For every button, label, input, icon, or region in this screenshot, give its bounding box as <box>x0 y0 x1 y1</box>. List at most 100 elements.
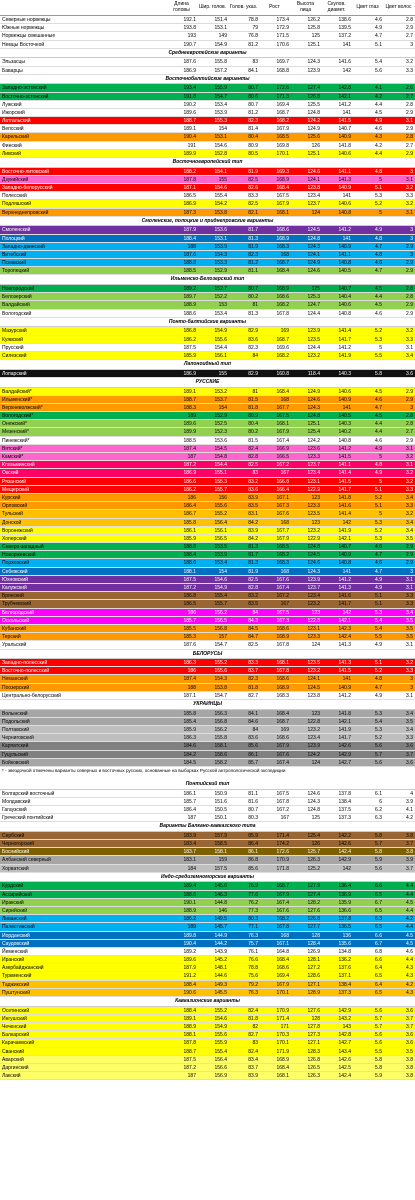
cell-value: 141.3 <box>338 660 351 667</box>
row-label: Восточно-литовский <box>2 168 49 175</box>
section-title: Кавказионские варианты <box>0 997 415 1007</box>
cell-value: 127.9 <box>307 883 320 890</box>
cell-value: 128 <box>311 1015 320 1022</box>
row-label: Хорватский <box>2 865 29 872</box>
cell-value: 167.9 <box>276 535 289 542</box>
row-label: Ильменский* <box>2 396 33 403</box>
column-header-row: Длина головы Шир. голов. Голов. указ. Рост В… <box>0 0 415 16</box>
cell-value: 4.7 <box>375 568 382 575</box>
cell-value: 83.9 <box>248 527 258 534</box>
cell-value: 187 <box>187 1073 196 1080</box>
cell-value: 5.5 <box>375 634 382 641</box>
cell-value: 156.2 <box>214 727 227 733</box>
cell-value: 159 <box>218 857 227 864</box>
cell-value: 154.7 <box>214 642 227 649</box>
cell-value: 3.1 <box>406 445 413 452</box>
cell-value: 4.6 <box>375 396 382 403</box>
cell-value: 4 <box>410 790 413 797</box>
cell-value: 125 <box>311 286 320 293</box>
cell-value: 173.4 <box>276 17 289 23</box>
cell-value: 81.3 <box>248 235 258 242</box>
cell-value: 188 <box>187 684 196 691</box>
cell-value: 137.8 <box>338 790 351 797</box>
cell-value: 5 <box>379 344 382 351</box>
row-label: Таджикский <box>2 981 30 988</box>
cell-value: 142 <box>342 865 351 872</box>
data-row: Боснийский 183.7 158.1 86.1 172.6 125.7 142.4 5… <box>0 848 415 857</box>
cell-value: 187.2 <box>183 585 196 591</box>
cell-value: 5.4 <box>375 59 382 66</box>
cell-value: 189 <box>187 413 196 420</box>
data-row: Воронежский 186.1 156.1 83.9 167.7 123.2 141.9… <box>0 526 415 535</box>
cell-value: 188.8 <box>183 260 196 267</box>
cell-value: 127.1 <box>307 981 320 988</box>
cell-value: 140.8 <box>338 209 351 216</box>
data-row: Вепсский 189.1 154 81.4 167.9 124.9 140.7 4.6 2.… <box>0 125 415 134</box>
cell-value: 3.7 <box>406 1015 413 1022</box>
cell-value: 150.5 <box>214 806 227 813</box>
cell-value: 153.5 <box>214 544 227 551</box>
cell-value: 169.7 <box>276 59 289 66</box>
cell-value: 3 <box>410 676 413 683</box>
row-label: Уральский <box>2 642 27 649</box>
cell-value: 3.3 <box>406 735 413 742</box>
cell-value: 126.8 <box>307 916 320 923</box>
cell-value: 168.9 <box>276 1056 289 1063</box>
cell-value: 5.7 <box>375 1015 382 1022</box>
cell-value: 168 <box>280 396 289 403</box>
cell-value: 155.8 <box>214 735 227 742</box>
cell-value: 123.3 <box>307 503 320 510</box>
cell-value: 6.4 <box>375 965 382 972</box>
cell-value: 86.1 <box>248 849 258 856</box>
cell-value: 5.3 <box>375 535 382 542</box>
cell-value: 141.7 <box>338 486 351 493</box>
cell-value: 124.2 <box>307 751 320 758</box>
cell-value: 149.5 <box>214 916 227 923</box>
cell-value: 3.7 <box>406 841 413 848</box>
row-label: Лакский <box>2 1073 21 1080</box>
cell-value: 141.2 <box>338 576 351 583</box>
cell-value: 156.8 <box>214 718 227 725</box>
data-row: Вятский* 187.4 154.5 82.4 166.9 123.6 141.2 4.9… <box>0 444 415 453</box>
cell-value: 4.9 <box>375 445 382 452</box>
cell-value: 186.8 <box>183 593 196 600</box>
cell-value: 124.5 <box>307 684 320 691</box>
cell-value: 154 <box>218 126 227 133</box>
cell-value: 152.2 <box>214 294 227 301</box>
cell-value: 190.6 <box>183 989 196 996</box>
cell-value: 154.8 <box>214 454 227 460</box>
cell-value: 138.6 <box>338 17 351 23</box>
cell-value: 3.8 <box>406 1064 413 1071</box>
cell-value: 185.4 <box>183 718 196 725</box>
row-label: Прусский <box>2 344 24 351</box>
cell-value: 124.6 <box>307 268 320 275</box>
cell-value: 155.9 <box>214 1040 227 1047</box>
cell-value: 84.1 <box>248 67 258 74</box>
data-row: Карачаевский 187.8 155.9 83 170.1 127.1 142.7 5… <box>0 1039 415 1048</box>
cell-value: 142.9 <box>338 857 351 864</box>
cell-value: 4.7 <box>375 268 382 275</box>
cell-value: 127.6 <box>307 1007 320 1014</box>
cell-value: 171.9 <box>276 1048 289 1055</box>
data-row: Курский 186 156 83.9 167.1 123 141.8 5.2 3.4 <box>0 493 415 503</box>
data-row: Новоржевский 188.4 153.9 81.7 168.2 124.5 140.… <box>0 551 415 560</box>
cell-value: 157.9 <box>214 832 227 839</box>
cell-value: 4.9 <box>375 470 382 477</box>
cell-value: 5.4 <box>375 718 382 725</box>
cell-value: 167.4 <box>276 759 289 766</box>
cell-value: 140.8 <box>338 260 351 267</box>
cell-value: 3.2 <box>406 511 413 518</box>
cell-value: 141.1 <box>338 462 351 469</box>
cell-value: 4.6 <box>375 17 382 23</box>
cell-value: 186.3 <box>183 660 196 667</box>
cell-value: 154.5 <box>214 445 227 452</box>
cell-value: 124.8 <box>307 413 320 420</box>
data-row: Восточно-литовский 188.2 154.1 81.9 169.3 124… <box>0 167 415 176</box>
cell-value: 83.6 <box>248 336 258 343</box>
row-label: Воронежский <box>2 527 33 534</box>
cell-value: 167.4 <box>276 899 289 906</box>
cell-value: 189.6 <box>183 109 196 116</box>
data-row: Верхнеднепровский 187.3 153.8 82.1 168.1 124 1… <box>0 208 415 217</box>
cell-value: 2.6 <box>406 85 413 92</box>
cell-value: 189.6 <box>183 957 196 964</box>
